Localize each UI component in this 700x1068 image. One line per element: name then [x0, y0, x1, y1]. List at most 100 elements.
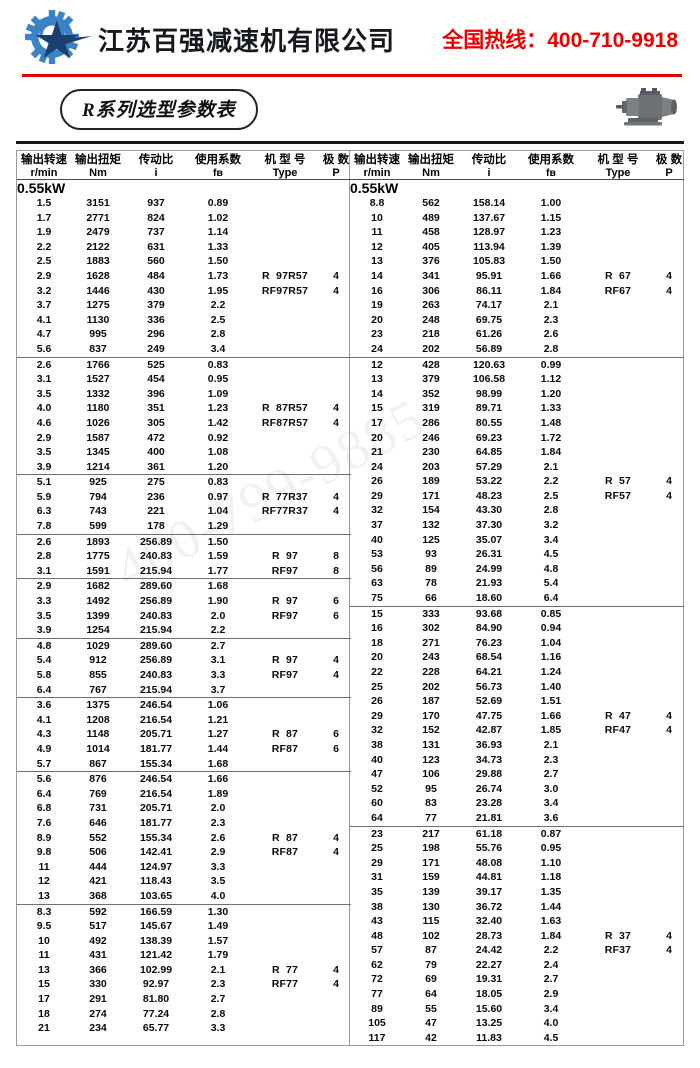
- cell-model-type-empty: [249, 372, 321, 387]
- cell-output-torque: 1254: [71, 623, 125, 639]
- cell-ratio: 55.76: [475, 842, 503, 855]
- cell-output-speed: 32: [371, 724, 383, 737]
- cell-poles-empty: [654, 445, 684, 460]
- header-en-2: i: [154, 167, 158, 179]
- cell-service-factor: 3.4: [543, 1002, 559, 1015]
- cell-output-speed: 2.6: [36, 535, 52, 548]
- cell-output-speed: 26: [371, 695, 383, 708]
- cell-output-torque: 291: [89, 993, 107, 1006]
- cell-poles-empty: [654, 401, 684, 416]
- cell-ratio: 181.77: [139, 816, 173, 829]
- cell-model-type: RF77R37: [261, 505, 309, 518]
- cell-poles-empty: [654, 460, 684, 475]
- table-row: 31 159 44.81 1.18: [350, 870, 684, 885]
- cell-output-torque: 230: [422, 446, 440, 459]
- cell-output-torque: 263: [422, 299, 440, 312]
- cell-ratio: 221: [147, 505, 165, 518]
- header-en-0: r/min: [30, 167, 58, 179]
- table-row: 62 79 22.27 2.4: [350, 958, 684, 973]
- cell-service-factor: 3.4: [543, 533, 559, 546]
- cell-ratio: 80.55: [475, 416, 503, 429]
- cell-service-factor: 3.2: [543, 519, 559, 532]
- cell-output-torque: 1399: [86, 609, 110, 622]
- power-rating-label: 0.55kW: [350, 180, 399, 196]
- table-row: 75 66 18.60 6.4: [350, 591, 684, 607]
- cell-output-speed: 3.5: [36, 387, 52, 400]
- table-row: 4.6 1026 305 1.42 RF87R57 4: [17, 416, 351, 431]
- table-row: 32 152 42.87 1.85 RF47 4: [350, 723, 684, 738]
- table-row: 5.8 855 240.83 3.3 RF97 4: [17, 668, 351, 683]
- cell-service-factor: 1.51: [540, 695, 562, 708]
- table-row: 2.6 1766 525 0.83: [17, 357, 351, 372]
- cell-model-type-empty: [249, 860, 321, 875]
- cell-ratio: 69.75: [475, 313, 503, 326]
- cell-service-factor: 2.8: [210, 1007, 226, 1020]
- cell-ratio: 118.43: [140, 875, 172, 888]
- table-row: 6.4 769 216.54 1.89: [17, 787, 351, 802]
- cell-poles: 4: [666, 724, 672, 737]
- cell-poles-empty: [321, 357, 351, 372]
- cell-model-type-empty: [582, 826, 654, 841]
- power-rating-label: 0.55kW: [17, 180, 66, 196]
- cell-poles-empty: [654, 958, 684, 973]
- cell-poles-empty: [654, 606, 684, 621]
- cell-output-torque: 79: [425, 958, 437, 971]
- cell-service-factor: 1.89: [207, 787, 229, 800]
- cell-model-type-empty: [249, 787, 321, 802]
- cell-ratio: 178: [125, 519, 187, 535]
- cell-ratio: 13.25: [475, 1017, 503, 1030]
- cell-service-factor: 2.6: [210, 831, 226, 844]
- table-row: 2.6 1893 256.89 1.50: [17, 534, 351, 549]
- cell-output-speed: 3.9: [17, 623, 71, 639]
- table-row: 9.8 506 142.41 2.9 RF87 4: [17, 845, 351, 860]
- cell-output-torque: 55: [425, 1002, 437, 1015]
- cell-ratio: 18.60: [458, 591, 520, 607]
- cell-service-factor: 1.84: [540, 446, 562, 459]
- cell-model-type: R 87: [271, 728, 299, 741]
- cell-service-factor: 3.0: [543, 782, 559, 795]
- table-row: 2.9 1628 484 1.73 R 97R57 4: [17, 269, 351, 284]
- table-row: 7.6 646 181.77 2.3: [17, 816, 351, 831]
- cell-ratio: 181.77: [139, 742, 173, 755]
- cell-output-speed: 11: [38, 949, 50, 962]
- cell-output-torque: 1591: [71, 563, 125, 580]
- cell-ratio: 128.97: [472, 226, 506, 239]
- cell-service-factor: 1.04: [540, 636, 562, 649]
- cell-ratio: 155.34: [125, 756, 187, 773]
- cell-output-torque: 1628: [86, 269, 110, 282]
- cell-output-speed: 5.6: [17, 341, 71, 358]
- cell-model-type-empty: [249, 756, 321, 773]
- cell-output-torque: 248: [422, 313, 440, 326]
- table-row: 5.1 925 275 0.83: [17, 475, 351, 490]
- cell-service-factor: 1.68: [207, 580, 229, 593]
- cell-output-speed: 10: [38, 934, 50, 947]
- cell-model-type-empty: [582, 665, 654, 680]
- cell-model-type-empty: [582, 225, 654, 240]
- table-row: 64 77 21.81 3.6: [350, 810, 684, 827]
- spec-tables: 输出转速 输出扭矩 传动比 使用系数机 型 号极 数 r/min Nm i fв Type P 0.…: [16, 150, 684, 1047]
- table-row: 3.9 1254 215.94 2.2: [17, 623, 351, 639]
- cell-poles-empty: [321, 816, 351, 831]
- cell-output-speed: 35: [371, 885, 383, 898]
- cell-model-type-empty: [249, 934, 321, 949]
- cell-output-torque: 302: [422, 622, 440, 635]
- cell-model-type: R 97: [271, 550, 299, 563]
- cell-ratio: 32.40: [475, 915, 503, 928]
- cell-model-type-empty: [582, 533, 654, 548]
- cell-output-speed: 3.5: [36, 446, 52, 459]
- cell-service-factor: 1.50: [207, 535, 229, 548]
- gear-motor-image: [608, 86, 682, 132]
- cell-ratio: 95.91: [475, 269, 503, 282]
- cell-output-speed: 38: [371, 738, 383, 751]
- table-row: 12 405 113.94 1.39: [350, 240, 684, 255]
- cell-output-torque: 599: [71, 519, 125, 535]
- cell-ratio: 737: [147, 226, 165, 239]
- table-body-left: 输出转速 输出扭矩 传动比 使用系数 机 型 号 极 数 r/min Nm i fв Type P 0.…: [17, 151, 351, 1036]
- cell-ratio: 215.94: [125, 623, 187, 639]
- cell-poles: 4: [333, 505, 339, 518]
- cell-service-factor: 2.7: [210, 639, 226, 652]
- cell-output-torque: 154: [422, 504, 440, 517]
- cell-poles-empty: [321, 387, 351, 402]
- cell-poles: 4: [333, 669, 339, 681]
